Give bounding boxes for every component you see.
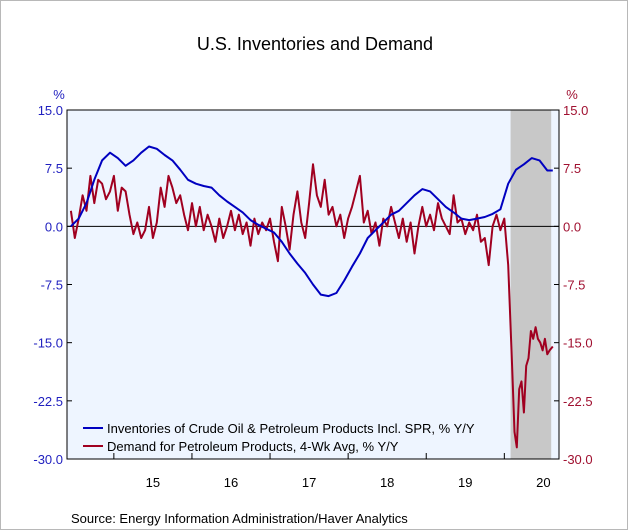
right-tick-label: 7.5 bbox=[563, 161, 581, 176]
x-tick-label: 18 bbox=[380, 475, 394, 490]
left-axis: 15.0 7.5 0.0 -7.5 -15.0 -22.5 -30.0 bbox=[33, 103, 72, 467]
right-tick-label: -7.5 bbox=[563, 278, 585, 293]
x-tick-label: 19 bbox=[458, 475, 472, 490]
right-axis-unit: % bbox=[566, 87, 578, 102]
left-tick-label: 0.0 bbox=[45, 219, 63, 234]
left-tick-label: -22.5 bbox=[33, 394, 63, 409]
left-axis-unit: % bbox=[53, 87, 65, 102]
left-tick-label: -15.0 bbox=[33, 336, 63, 351]
legend: Inventories of Crude Oil & Petroleum Pro… bbox=[83, 421, 475, 454]
x-tick-label: 15 bbox=[146, 475, 160, 490]
left-tick-label: -7.5 bbox=[41, 278, 63, 293]
plot-border bbox=[66, 109, 560, 460]
right-tick-label: -22.5 bbox=[563, 394, 593, 409]
legend-label-demand: Demand for Petroleum Products, 4-Wk Avg,… bbox=[107, 439, 399, 454]
right-tick-label: -15.0 bbox=[563, 336, 593, 351]
right-axis: 15.0 7.5 0.0 -7.5 -15.0 -22.5 -30.0 bbox=[554, 103, 593, 467]
left-tick-label: 15.0 bbox=[38, 103, 63, 118]
right-tick-label: 15.0 bbox=[563, 103, 588, 118]
series-group bbox=[69, 145, 554, 449]
left-tick-label: -30.0 bbox=[33, 452, 63, 467]
source-note: Source: Energy Information Administratio… bbox=[71, 511, 408, 526]
x-tick-label: 17 bbox=[302, 475, 316, 490]
recession-shading bbox=[510, 110, 552, 459]
series-line-inventories bbox=[70, 145, 553, 298]
left-tick-label: 7.5 bbox=[45, 161, 63, 176]
x-tick-label: 16 bbox=[224, 475, 238, 490]
x-tick-label: 20 bbox=[536, 475, 550, 490]
right-tick-label: -30.0 bbox=[563, 452, 593, 467]
chart-title: U.S. Inventories and Demand bbox=[197, 34, 433, 54]
legend-label-inventories: Inventories of Crude Oil & Petroleum Pro… bbox=[107, 421, 475, 436]
x-axis: 15 16 17 18 19 20 bbox=[113, 453, 551, 490]
right-tick-label: 0.0 bbox=[563, 219, 581, 234]
series-line-demand bbox=[69, 163, 554, 449]
